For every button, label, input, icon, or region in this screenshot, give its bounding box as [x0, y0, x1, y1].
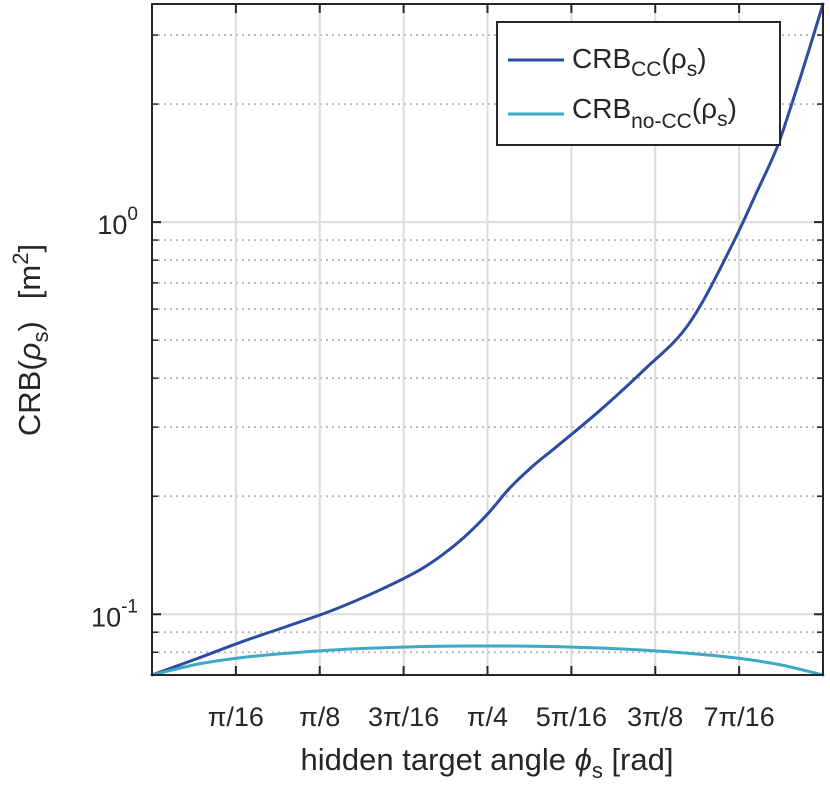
- x-tick-label: 7π/16: [704, 702, 775, 732]
- legend-entry-crb-no-cc: CRBno-CC(ρs): [572, 93, 737, 133]
- axis-ticks: [152, 4, 823, 675]
- series-line-no-cc: [150, 644, 825, 677]
- x-axis-label: hidden target angle ϕs [rad]: [301, 742, 674, 783]
- y-tick-label: 100: [97, 204, 138, 240]
- x-tick-label: 5π/16: [536, 702, 607, 732]
- x-tick-labels: π/16 π/8 3π/16 π/4 5π/16 3π/8 7π/16: [208, 702, 775, 732]
- x-tick-label: 3π/16: [368, 702, 439, 732]
- x-tick-label: 3π/8: [627, 702, 683, 732]
- legend: CRBCC(ρs) CRBno-CC(ρs): [496, 21, 781, 146]
- x-tick-label: π/8: [299, 702, 340, 732]
- x-tick-label: π/16: [208, 702, 264, 732]
- y-axis-label: CRB(ρs)[m2]: [8, 244, 53, 436]
- y-tick-label: 10-1: [91, 596, 138, 632]
- legend-entry-crb-cc: CRBCC(ρs): [572, 43, 707, 81]
- x-tick-label: π/4: [467, 702, 508, 732]
- legend-box: [496, 21, 781, 146]
- y-tick-labels: 10-1 100: [91, 204, 138, 632]
